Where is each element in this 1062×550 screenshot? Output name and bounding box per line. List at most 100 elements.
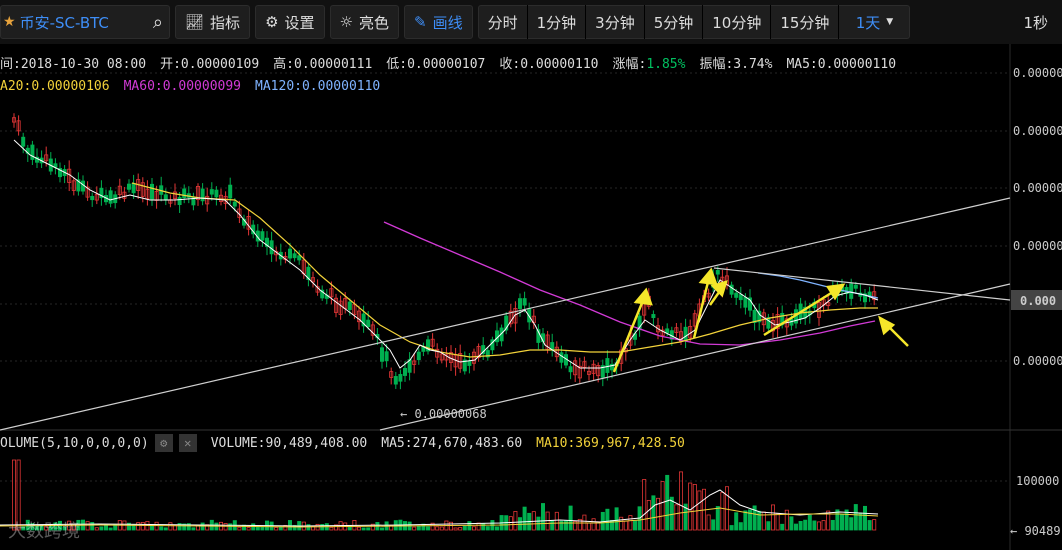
amplitude-value: 3.74% (733, 57, 773, 72)
candle-body (21, 136, 26, 147)
period-option[interactable]: 15分钟 (780, 13, 830, 32)
volume-bar (863, 505, 868, 531)
volume-bar (830, 519, 835, 531)
volume-bar (784, 509, 789, 531)
candle-body (430, 338, 435, 347)
candle-body (660, 329, 665, 337)
price-grid (0, 72, 1010, 482)
volume-bar (614, 507, 619, 531)
period-option[interactable]: 1分钟 (536, 13, 577, 32)
ma60-line (131, 182, 878, 358)
candle-body (287, 248, 292, 259)
volume-bar (228, 523, 233, 531)
symbol-selector[interactable]: ★ 币安-SC-BTC ⌕ (0, 5, 170, 39)
indicators-button[interactable]: 📈︎ 指标 (175, 5, 251, 39)
candle-body (209, 189, 214, 195)
candle-body (522, 298, 527, 306)
candle-body (85, 186, 90, 198)
candle-body (214, 189, 219, 198)
change-value: 1.85% (646, 57, 686, 72)
candle-body (379, 347, 384, 362)
draw-button[interactable]: ✎ 画线 (404, 5, 473, 39)
gear-icon[interactable]: ⚙ (154, 434, 173, 452)
volume-bar (90, 522, 95, 531)
period-option[interactable]: 5分钟 (653, 13, 694, 32)
volume-bar (646, 499, 651, 531)
close-icon[interactable]: ✕ (178, 434, 197, 452)
ma5-label: MA5: (786, 57, 818, 72)
volume-bar (628, 515, 633, 531)
candle-body (766, 317, 771, 329)
search-icon[interactable]: ⌕ (152, 11, 163, 33)
candle-body (508, 310, 513, 325)
volume-ma10-label: MA10: (536, 435, 576, 451)
volume-bars (11, 459, 877, 531)
refresh-interval[interactable]: 1秒 (1023, 14, 1048, 32)
candle-body (568, 366, 573, 373)
candle-body (30, 144, 35, 160)
volume-bar (163, 527, 168, 531)
candle-body (485, 350, 490, 358)
candle-body (425, 339, 430, 352)
volume-bar (849, 517, 854, 531)
star-icon[interactable]: ★ (3, 14, 16, 30)
candle-body (656, 325, 661, 333)
candle-body (867, 291, 872, 297)
volume-bar (780, 523, 785, 531)
volume-bar (679, 471, 684, 531)
candle-body (748, 297, 753, 311)
volume-bar (458, 527, 463, 531)
amplitude-label: 振幅: (699, 57, 734, 72)
candle-body (504, 315, 509, 331)
volume-bar (154, 521, 159, 531)
candle-body (402, 367, 407, 376)
candle-body (333, 297, 338, 313)
candles (11, 113, 877, 390)
trend-lines[interactable] (0, 197, 1011, 431)
high-label: 高: (273, 57, 294, 72)
time-label: 间: (0, 57, 21, 72)
candle-body (389, 371, 394, 378)
annotation-arrows[interactable] (612, 267, 909, 373)
volume-bar (591, 518, 596, 531)
candle-body (872, 291, 877, 301)
period-selector: 分时 1分钟 3分钟 5分钟 10分钟 15分钟 1天 ▼ (477, 5, 911, 39)
period-dropdown[interactable]: 1天 ▼ (839, 5, 909, 39)
volume-bar (21, 526, 26, 531)
volume-bar (835, 509, 840, 531)
candle-body (329, 288, 334, 298)
candle-body (127, 183, 132, 190)
candle-body (605, 358, 610, 373)
period-option[interactable]: 10分钟 (712, 13, 762, 32)
volume-bar (462, 525, 467, 531)
volume-bar (48, 525, 53, 531)
volume-bar (564, 520, 569, 531)
candle-body (297, 255, 302, 261)
settings-button[interactable]: ⚙ 设置 (255, 5, 325, 39)
volume-bar (329, 526, 334, 531)
candle-body (577, 365, 582, 379)
volume-bar (568, 505, 573, 531)
period-option[interactable]: 分时 (487, 13, 518, 32)
candle-body (16, 120, 21, 132)
candle-body (559, 352, 564, 363)
ma-info: A20:0.00000106 MA60:0.00000099 MA120:0.000… (0, 79, 380, 94)
change-label: 涨幅: (612, 57, 647, 72)
theme-button[interactable]: ☼ 亮色 (329, 5, 399, 39)
volume-bar (559, 520, 564, 531)
caret-down-icon: ▼ (886, 17, 894, 27)
candle-body (757, 310, 762, 323)
volume-ma5-label: MA5: (381, 435, 413, 451)
open-label: 开: (160, 57, 181, 72)
period-option[interactable]: 3分钟 (595, 13, 635, 32)
volume-bar (656, 497, 661, 531)
price-tick-label: 0.00000 (1013, 66, 1062, 80)
price-tick-label: 0.00000 (1013, 239, 1062, 253)
volume-bar (826, 510, 831, 531)
ma120-value: 0.00000110 (301, 79, 381, 94)
candle-body (407, 359, 412, 373)
candle-body (228, 184, 233, 199)
volume-bar (425, 526, 430, 531)
gear-icon: ⚙ (265, 13, 279, 31)
